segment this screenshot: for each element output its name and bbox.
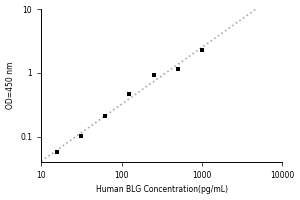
Point: [151, 73, 156, 77]
X-axis label: Human BLG Concentration(pg/mL): Human BLG Concentration(pg/mL): [96, 185, 228, 194]
Point: [54, 150, 59, 153]
Point: [103, 114, 107, 118]
Point: [200, 48, 204, 51]
Point: [175, 67, 180, 71]
Y-axis label: OD=450 nm: OD=450 nm: [6, 62, 15, 109]
Point: [79, 134, 83, 137]
Point: [127, 93, 132, 96]
